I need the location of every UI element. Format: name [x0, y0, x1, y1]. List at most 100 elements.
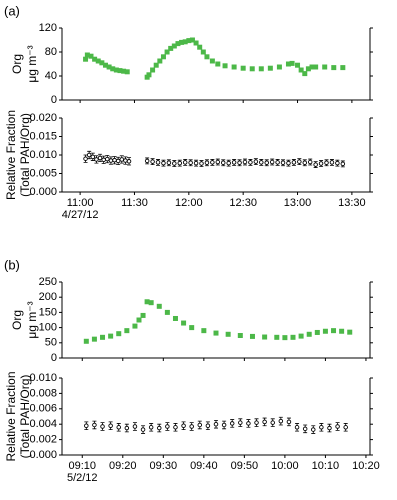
y-tick-label: 0.004	[29, 418, 57, 430]
point	[220, 160, 226, 166]
point	[276, 64, 282, 70]
y-tick-label: 0.006	[29, 403, 57, 415]
point	[197, 422, 203, 428]
point	[175, 41, 181, 47]
point	[110, 66, 116, 72]
point	[144, 158, 150, 164]
point	[164, 309, 170, 315]
point	[269, 159, 275, 165]
point	[132, 424, 138, 429]
point	[101, 157, 106, 163]
date-label: 5/2/12	[67, 472, 98, 484]
point	[91, 336, 97, 342]
point	[116, 331, 122, 337]
point	[182, 160, 188, 165]
point	[84, 423, 89, 428]
point	[331, 328, 337, 334]
y-axis-label: (Total PAH/Org)	[18, 113, 32, 197]
point	[221, 422, 227, 428]
point	[97, 155, 103, 161]
point	[322, 64, 328, 70]
point	[248, 160, 253, 165]
point	[140, 427, 146, 432]
y-tick-label: 0.005	[29, 167, 57, 179]
y-tick-label: 0.000	[29, 449, 57, 461]
point	[314, 329, 320, 335]
point	[309, 64, 315, 70]
point	[132, 323, 138, 329]
y-tick-label: 100	[39, 322, 57, 334]
point	[262, 334, 268, 340]
point	[113, 67, 119, 73]
point	[210, 160, 215, 165]
point	[181, 320, 187, 326]
point	[302, 71, 308, 77]
point	[275, 160, 280, 165]
point	[298, 333, 304, 339]
y-tick-label: 80	[45, 46, 57, 58]
x-tick-label: 10:20	[352, 460, 380, 472]
point	[83, 338, 89, 344]
point	[240, 65, 246, 71]
point	[193, 40, 199, 46]
point	[242, 159, 248, 165]
point	[108, 333, 114, 339]
point	[88, 53, 94, 59]
point	[199, 161, 204, 166]
point	[298, 67, 304, 73]
y-axis-label: μg m⁻³	[25, 301, 39, 338]
point	[108, 158, 114, 163]
point	[189, 325, 195, 331]
y-tick-label: 0	[51, 352, 57, 364]
point	[157, 425, 162, 431]
point	[311, 427, 316, 432]
point	[307, 159, 313, 165]
point	[193, 160, 199, 166]
y-tick-label: 0.015	[29, 130, 57, 142]
point	[340, 161, 346, 167]
point	[286, 419, 292, 425]
point	[274, 334, 280, 340]
point	[171, 43, 177, 49]
point	[168, 45, 174, 51]
point	[204, 54, 210, 60]
point	[201, 328, 207, 334]
point	[327, 425, 332, 431]
point	[157, 58, 163, 64]
point	[264, 160, 269, 166]
point	[116, 425, 121, 430]
x-tick-label: 11:00	[67, 197, 94, 209]
y-tick-label: 50	[45, 337, 57, 349]
panel-label: (b)	[4, 257, 20, 272]
point	[231, 64, 237, 70]
point	[121, 68, 127, 74]
point	[335, 424, 340, 429]
point	[177, 160, 183, 166]
point	[150, 67, 156, 73]
x-tick-label: 09:10	[68, 460, 96, 472]
point	[297, 159, 302, 164]
point	[148, 300, 154, 306]
point	[267, 65, 273, 71]
point	[105, 156, 110, 162]
point	[339, 328, 345, 334]
y-tick-label: 200	[39, 291, 57, 303]
x-tick-label: 10:00	[271, 460, 299, 472]
point	[144, 299, 150, 305]
point	[99, 60, 105, 66]
point	[291, 160, 297, 165]
point	[108, 423, 113, 428]
x-tick-label: 12:00	[175, 197, 203, 209]
y-axis-label: μg m⁻³	[25, 45, 39, 82]
point	[182, 39, 188, 45]
point	[126, 159, 132, 164]
point	[294, 425, 300, 430]
point	[123, 158, 128, 163]
point	[313, 162, 318, 167]
point	[84, 52, 90, 58]
point	[335, 160, 340, 166]
point	[164, 49, 170, 55]
y-axis-label: Relative Fraction	[4, 371, 18, 461]
point	[95, 58, 101, 64]
point	[119, 157, 125, 162]
